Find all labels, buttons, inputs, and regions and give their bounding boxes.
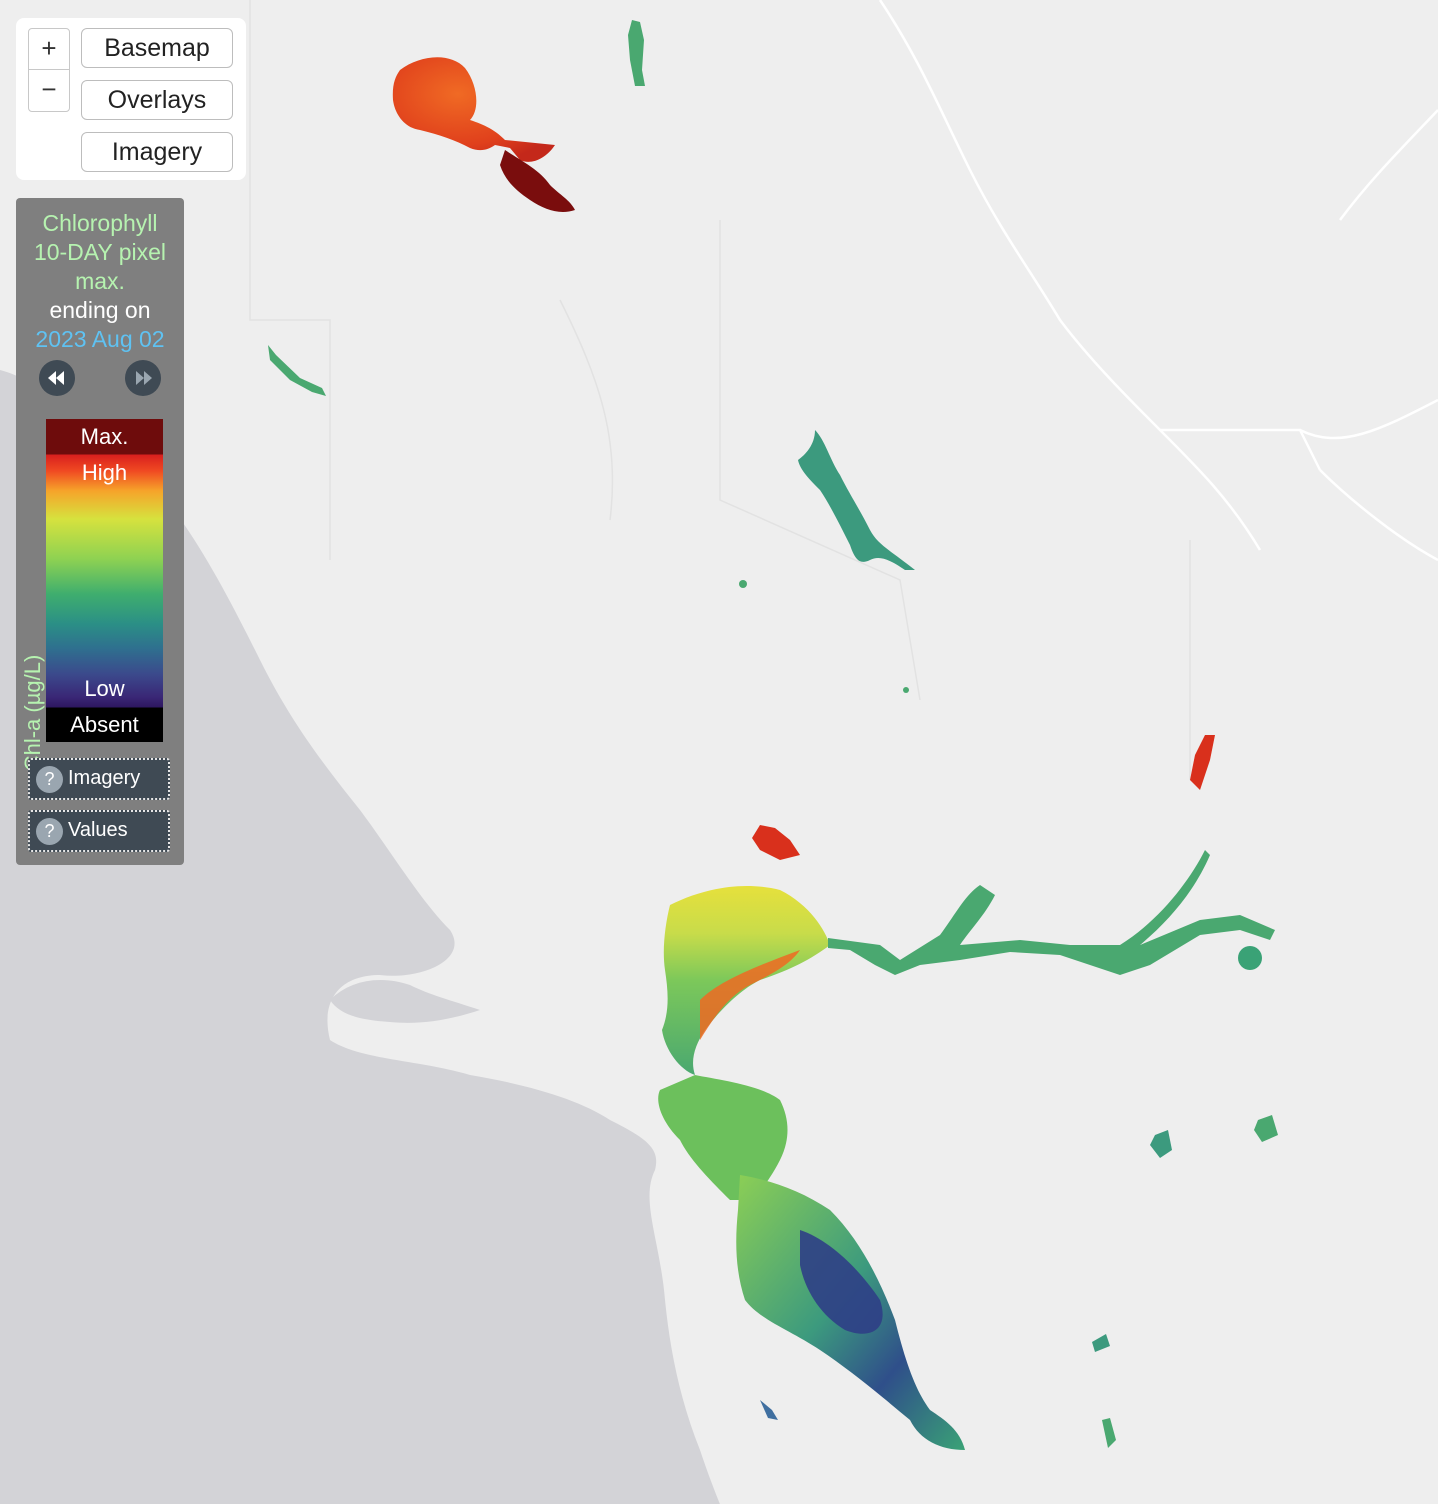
overlays-button[interactable]: Overlays (81, 80, 233, 120)
roads (878, 0, 1438, 562)
legend-title-line2: 10-DAY pixel (33, 239, 167, 265)
colorbar-max-label: Max. (80, 424, 129, 449)
legend-title-line3: max. (75, 268, 125, 294)
legend-title-line1: Chlorophyll (42, 210, 158, 236)
map-control-box: + − Basemap Overlays Imagery (16, 18, 246, 180)
legend-panel: Chlorophyll 10-DAY pixel max. ending on … (16, 198, 184, 865)
zoom-control: + − (28, 28, 70, 112)
fast-forward-icon (136, 371, 152, 385)
chlorophyll-small-ponds (739, 580, 1278, 1448)
county-lines (249, 0, 1191, 780)
legend-date: 2023 Aug 02 (35, 326, 165, 352)
imagery-help-button[interactable]: ? Imagery (28, 758, 170, 800)
chlorophyll-sonoma-creek (268, 345, 326, 396)
chlorophyll-clearlake (392, 57, 575, 212)
values-help-button[interactable]: ? Values (28, 810, 170, 852)
colorbar-absent-label: Absent (70, 712, 139, 737)
zoom-out-button[interactable]: − (41, 74, 57, 104)
rewind-icon (48, 371, 64, 385)
imagery-button[interactable]: Imagery (81, 132, 233, 172)
question-icon: ? (36, 766, 63, 793)
colorbar-low-label: Low (84, 676, 125, 701)
zoom-in-button[interactable]: + (29, 29, 69, 70)
question-icon: ? (36, 818, 63, 845)
chlorophyll-central-south-bay (658, 1075, 965, 1450)
drakes-bay (330, 980, 480, 1023)
colorbar-axis-label: Chl-a (µg/L) (20, 654, 45, 772)
chlorophyll-reservoir-small (628, 20, 645, 86)
next-date-button[interactable] (125, 360, 161, 396)
chlorophyll-reservoir-east (1190, 735, 1215, 790)
colorbar-high-label: High (81, 460, 128, 485)
legend-ending-on: ending on (49, 297, 151, 323)
imagery-help-label: Imagery (68, 767, 141, 789)
chlorophyll-lake-berryessa (798, 430, 915, 570)
previous-date-button[interactable] (39, 360, 75, 396)
basemap-button[interactable]: Basemap (81, 28, 233, 68)
chlorophyll-san-pablo-bay (662, 850, 1275, 1075)
colorbar: Max. High Low Absent (46, 419, 163, 742)
values-help-label: Values (68, 819, 128, 841)
